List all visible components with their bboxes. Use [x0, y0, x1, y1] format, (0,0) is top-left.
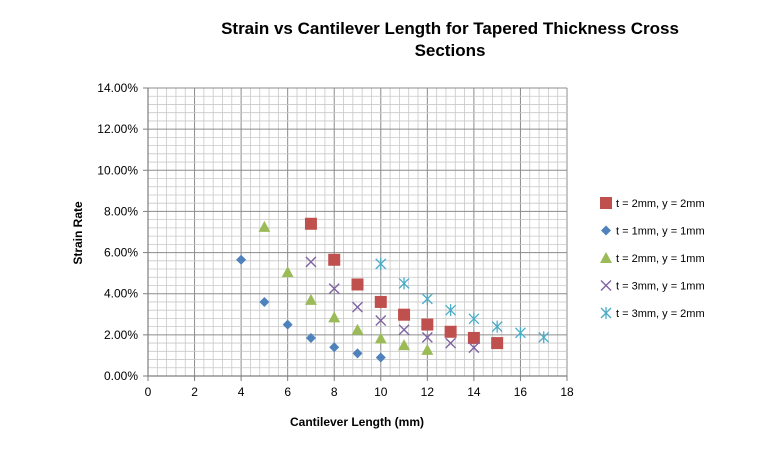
legend-item: t = 1mm, y = 1mm [601, 225, 705, 238]
plot-axes [143, 87, 568, 381]
data-point [375, 314, 387, 326]
data-point [468, 342, 480, 354]
chart-legend: t = 2mm, y = 2mm t = 1mm, y = 1mm t = 2mm,… [600, 197, 705, 320]
data-point [375, 352, 386, 363]
y-tick-label: 8.00% [104, 204, 138, 218]
legend-label: t = 2mm, y = 1mm [616, 253, 705, 265]
x-tick-label: 12 [421, 385, 435, 399]
series-3 [258, 220, 434, 355]
data-point [352, 348, 363, 359]
y-tick-label: 12.00% [97, 122, 138, 136]
data-point [445, 337, 457, 349]
y-tick-label: 10.00% [97, 163, 138, 177]
marker-stroke [600, 280, 612, 291]
chart-title: Strain vs Cantilever Length for Tapered … [221, 19, 679, 60]
marker-stroke [305, 256, 317, 268]
y-tick-label: 0.00% [104, 369, 138, 383]
data-point [514, 326, 526, 339]
data-point [281, 266, 294, 278]
series-5 [375, 257, 550, 344]
data-point [444, 325, 457, 338]
y-tick-label: 4.00% [104, 287, 138, 301]
data-point [398, 308, 411, 321]
legend-marker [600, 307, 612, 319]
data-point [398, 324, 410, 336]
data-point [467, 331, 480, 344]
legend-item: t = 2mm, y = 2mm [600, 197, 705, 210]
y-tick-label: 6.00% [104, 246, 138, 260]
legend-label: t = 2mm, y = 2mm [616, 198, 705, 210]
series-1 [304, 217, 504, 350]
y-tick-label: 14.00% [97, 81, 138, 95]
data-point [305, 256, 317, 268]
marker-stroke [398, 324, 410, 336]
legend-marker [600, 197, 612, 209]
data-point [445, 304, 457, 317]
data-point [421, 331, 433, 343]
marker-stroke [421, 331, 433, 343]
series-4 [305, 256, 480, 354]
data-point [398, 277, 410, 290]
x-axis-tick-labels: 0 2 4 6 8 10 12 14 16 18 [145, 385, 574, 399]
data-point [398, 339, 411, 351]
marker-stroke [445, 337, 457, 349]
series-2 [236, 254, 386, 363]
x-tick-label: 2 [191, 385, 198, 399]
data-point [305, 332, 316, 343]
x-tick-label: 18 [560, 385, 574, 399]
data-point [329, 342, 340, 353]
data-point [259, 296, 270, 307]
chart-title-line-1: Strain vs Cantilever Length for Tapered … [221, 19, 679, 38]
x-tick-label: 8 [331, 385, 338, 399]
marker-stroke [328, 283, 340, 295]
chart-title-line-2: Sections [415, 41, 486, 60]
x-tick-label: 14 [467, 385, 481, 399]
legend-marker [600, 280, 612, 291]
legend-label: t = 3mm, y = 2mm [616, 308, 705, 320]
data-point [421, 292, 433, 305]
legend-label: t = 3mm, y = 1mm [616, 281, 705, 293]
data-point [258, 220, 271, 232]
x-tick-label: 16 [514, 385, 528, 399]
data-point [374, 295, 387, 308]
data-point [351, 278, 364, 291]
data-point [421, 318, 434, 331]
data-point [375, 257, 387, 270]
data-point [351, 323, 364, 335]
y-tick-label: 2.00% [104, 328, 138, 342]
x-tick-label: 6 [284, 385, 291, 399]
data-point [304, 217, 317, 230]
data-point [236, 254, 247, 265]
data-point [538, 331, 550, 344]
x-tick-label: 4 [238, 385, 245, 399]
data-point [491, 337, 504, 350]
data-point [328, 253, 341, 266]
data-point [282, 319, 293, 330]
data-point [328, 283, 340, 295]
data-point [468, 312, 480, 325]
data-point [421, 343, 434, 355]
data-point [374, 332, 387, 344]
x-tick-label: 10 [374, 385, 388, 399]
data-points [236, 217, 550, 363]
y-axis-label: Strain Rate [71, 201, 85, 265]
data-point [304, 293, 317, 305]
data-point [352, 301, 363, 313]
legend-item: t = 3mm, y = 2mm [600, 307, 705, 320]
x-axis-label: Cantilever Length (mm) [290, 415, 424, 429]
data-point [328, 311, 341, 323]
legend-item: t = 3mm, y = 1mm [600, 280, 705, 293]
y-axis-tick-labels: 0.00% 2.00% 4.00% 6.00% 8.00% 10.00% 12.00% 14.… [97, 81, 138, 383]
data-point [491, 320, 503, 333]
marker-stroke [352, 301, 363, 313]
legend-item: t = 2mm, y = 1mm [600, 252, 705, 265]
legend-marker [601, 225, 611, 236]
legend-marker [600, 252, 612, 263]
legend-label: t = 1mm, y = 1mm [616, 226, 705, 238]
x-tick-label: 0 [145, 385, 152, 399]
marker-stroke [468, 342, 480, 354]
marker-stroke [375, 314, 387, 326]
